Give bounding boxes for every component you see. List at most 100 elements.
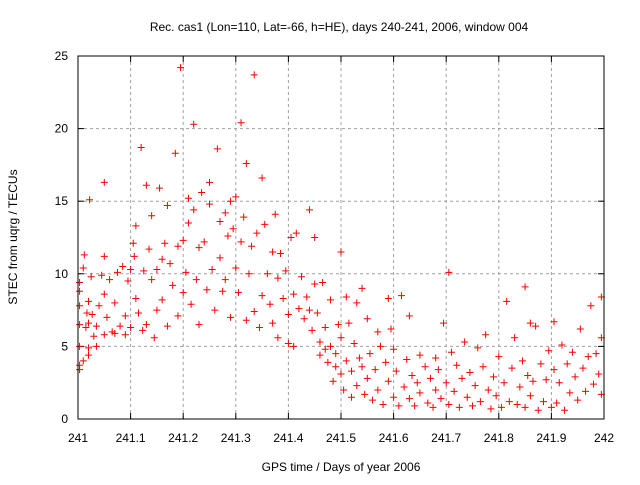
data-point [445,400,453,408]
data-point [282,267,290,275]
data-point [487,405,495,413]
data-point [369,396,377,404]
y-tick-label: 10 [55,267,69,281]
data-point [206,178,213,186]
data-point [521,403,529,411]
data-point [350,339,358,347]
data-point [263,270,271,278]
data-point [348,367,356,375]
data-point [416,389,424,397]
data-point [237,238,245,246]
data-point [416,351,424,359]
data-point [76,361,84,369]
data-point [482,331,490,339]
data-point [303,293,311,301]
data-point [505,398,513,406]
data-point [129,239,137,247]
data-point [227,197,235,205]
data-point [348,393,356,401]
data-point [85,319,93,327]
data-point [119,263,127,271]
data-point [495,353,503,361]
data-point [142,321,150,329]
data-point [76,321,84,329]
data-point [376,342,384,350]
data-point [397,292,405,300]
data-point [242,159,250,167]
data-point [513,400,521,408]
x-tick-label: 241.9 [536,431,566,445]
data-point [279,294,287,302]
data-point [163,202,171,210]
data-point [113,268,121,276]
data-point [490,373,498,381]
data-point [384,377,392,385]
data-point [258,174,266,182]
data-point [463,393,471,401]
data-point [269,248,277,256]
data-point [321,324,329,332]
data-point [484,386,492,394]
data-point [86,196,94,204]
data-point [140,267,148,275]
data-point [405,312,413,320]
data-point [261,220,269,228]
data-point [98,271,106,279]
data-point [192,276,200,284]
data-point [111,299,119,307]
data-point [390,393,398,401]
data-point [371,366,379,374]
data-point [524,371,532,379]
data-point [358,284,366,292]
data-point [111,329,119,337]
y-tick-label: 0 [61,412,68,426]
data-point [92,342,100,350]
x-tick-label: 241.6 [379,431,409,445]
data-point [547,403,555,411]
data-point [121,312,129,320]
data-point [355,354,363,362]
x-tick-label: 241.4 [273,431,303,445]
data-point [284,339,292,347]
data-point [150,334,158,342]
data-point [579,364,587,372]
data-point [455,403,463,411]
data-point [79,357,87,365]
data-point [400,383,408,391]
data-point [558,341,566,349]
grid [78,56,604,419]
data-point [88,310,96,318]
data-point [421,363,429,371]
data-point [334,321,342,329]
data-point [434,366,442,374]
data-point [106,276,114,284]
data-point [203,286,211,294]
data-point [158,296,166,304]
data-point [132,222,140,230]
data-point [361,390,369,398]
data-point [466,369,474,377]
data-point [137,143,145,151]
data-point [384,294,392,302]
data-point [553,399,561,407]
data-point [142,181,150,189]
data-point [584,353,592,361]
data-point [324,358,332,366]
x-tick-label: 241 [68,431,88,445]
data-point [358,363,366,371]
data-point [156,184,164,192]
data-point [148,276,156,284]
data-point [476,398,484,406]
data-point [526,319,534,327]
data-point [95,302,103,310]
y-tick-label: 20 [55,122,69,136]
data-point [153,306,161,314]
data-point [139,326,147,334]
data-point [563,360,571,368]
data-point [269,319,277,327]
data-point [85,351,93,359]
data-point [492,392,500,400]
data-point [166,260,174,268]
data-point [342,293,350,301]
data-point [163,322,171,330]
